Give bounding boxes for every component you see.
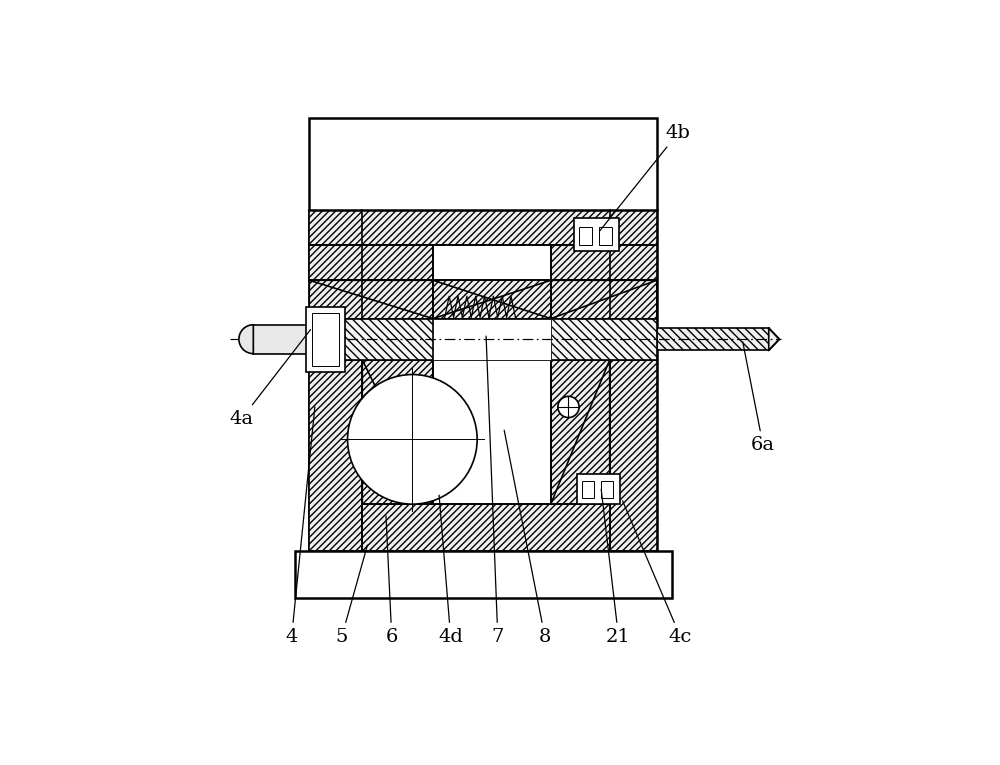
Text: 4b: 4b bbox=[600, 124, 691, 231]
Circle shape bbox=[348, 375, 477, 504]
Text: 8: 8 bbox=[504, 430, 551, 646]
Bar bbox=[309, 119, 657, 210]
Bar bbox=[309, 210, 657, 552]
Polygon shape bbox=[362, 318, 433, 504]
Bar bbox=[312, 313, 339, 366]
Bar bbox=[601, 480, 613, 498]
Bar bbox=[577, 474, 620, 504]
Polygon shape bbox=[769, 328, 779, 350]
Circle shape bbox=[558, 396, 579, 418]
Text: 6: 6 bbox=[386, 516, 398, 646]
Bar bbox=[574, 219, 619, 251]
Bar bbox=[610, 360, 657, 552]
Bar bbox=[433, 318, 551, 504]
Wedge shape bbox=[239, 325, 253, 353]
Text: 7: 7 bbox=[486, 336, 504, 646]
Bar bbox=[433, 318, 551, 360]
Polygon shape bbox=[551, 280, 657, 360]
Polygon shape bbox=[309, 280, 433, 360]
Bar bbox=[309, 210, 657, 245]
Text: 4a: 4a bbox=[230, 330, 311, 428]
Bar bbox=[253, 325, 309, 353]
Bar bbox=[306, 307, 345, 372]
Bar bbox=[582, 480, 594, 498]
Text: 5: 5 bbox=[335, 545, 367, 646]
Text: 6a: 6a bbox=[743, 342, 775, 454]
Bar bbox=[309, 245, 433, 280]
Bar bbox=[362, 504, 610, 552]
Bar bbox=[551, 245, 657, 280]
Bar bbox=[295, 552, 672, 598]
Text: 21: 21 bbox=[601, 490, 631, 646]
Polygon shape bbox=[551, 318, 610, 504]
Bar bbox=[551, 318, 657, 360]
Text: 4d: 4d bbox=[438, 495, 463, 646]
Text: 4c: 4c bbox=[623, 501, 692, 646]
Bar bbox=[657, 328, 769, 350]
Bar bbox=[309, 318, 433, 360]
Bar bbox=[599, 227, 612, 245]
Bar bbox=[309, 360, 362, 552]
Polygon shape bbox=[433, 280, 551, 318]
Bar bbox=[579, 227, 592, 245]
Text: 4: 4 bbox=[285, 407, 315, 646]
